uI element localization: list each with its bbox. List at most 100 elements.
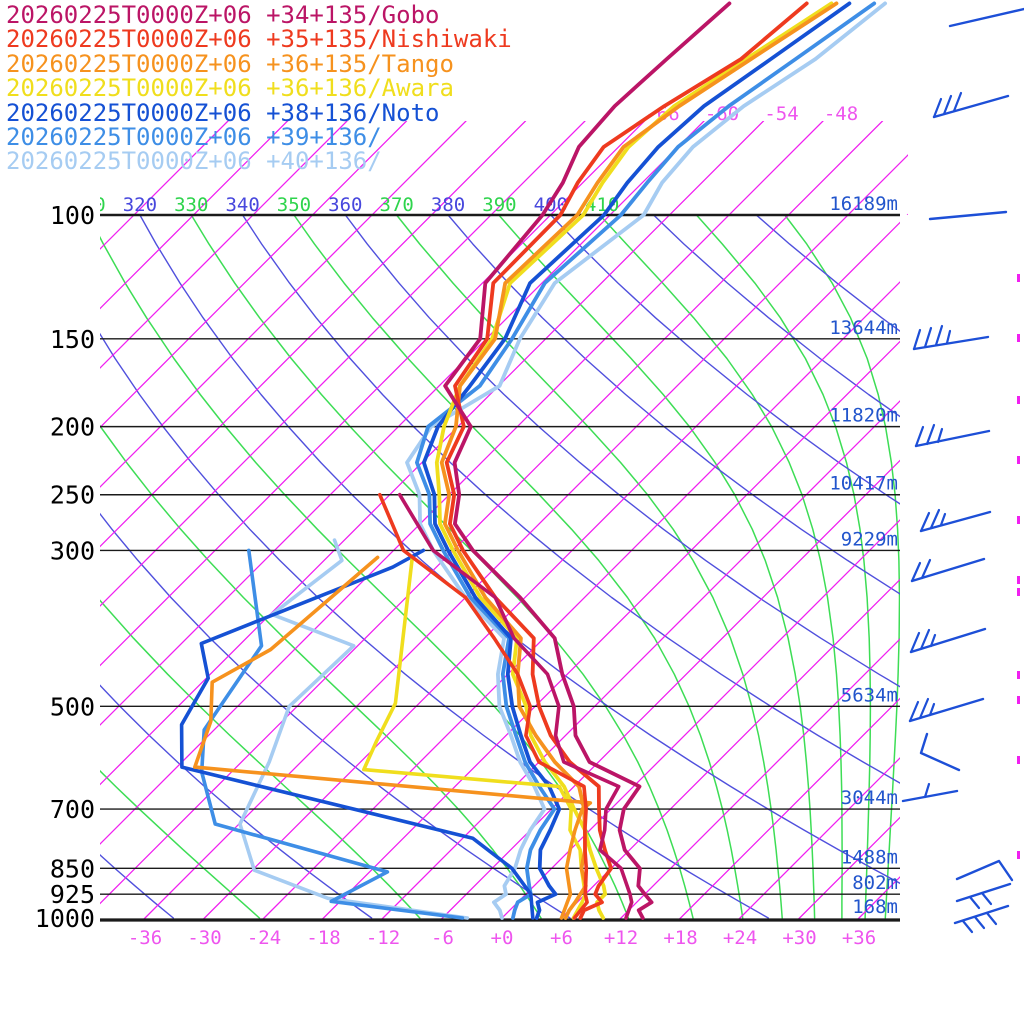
- isotherm-label-bottom-18: +18: [663, 927, 697, 949]
- theta-label-310: 310: [71, 194, 105, 216]
- pressure-label-1000: 1000: [35, 904, 95, 933]
- height-label-1000: 168m: [852, 896, 898, 918]
- wind-barb-staff: [948, 7, 1024, 28]
- wind-barb-staff: [953, 904, 1010, 925]
- isotherm-0: [500, 121, 908, 920]
- temperature-curve-36-136-awara: [434, 1, 834, 920]
- dewpoint-curve-40-136: [238, 538, 470, 920]
- isotherm-label-bottom--30: -30: [187, 927, 221, 949]
- isotherm-label-bottom--6: -6: [431, 927, 454, 949]
- wind-barb: [928, 210, 1008, 221]
- pressure-label-500: 500: [50, 692, 95, 721]
- edge-tick: [1017, 671, 1020, 679]
- moist-adiabat-250: [100, 214, 261, 919]
- legend: 20260225T0000Z+06 +34+135/Gobo 20260225T0…: [6, 3, 512, 174]
- isotherm--96: [100, 121, 348, 920]
- isotherm-18: [678, 121, 908, 920]
- wind-barb-tick: [919, 628, 931, 651]
- wind-barb-tick: [968, 895, 981, 910]
- legend-entry-34-135-gobo: 20260225T0000Z+06 +34+135/Gobo: [6, 1, 440, 29]
- wind-barb-tick: [942, 94, 953, 116]
- wind-barb-staff: [909, 627, 987, 654]
- legend-entry-36-136-awara: 20260225T0000Z+06 +36+136/Awara: [6, 74, 454, 103]
- wind-barb-staff: [928, 210, 1008, 221]
- sounding-curves: [179, 1, 887, 920]
- wind-barb-tick: [939, 512, 947, 527]
- isotherm--84: [100, 121, 467, 920]
- pressure-lines: [100, 213, 900, 922]
- wind-barb: [909, 627, 987, 654]
- wind-barb-tick: [952, 91, 963, 113]
- theta-label-370: 370: [380, 194, 414, 216]
- wind-barb-staff: [932, 94, 1010, 119]
- height-label-700: 3044m: [841, 787, 898, 809]
- isotherm-label-bottom--36: -36: [128, 927, 162, 949]
- height-label-150: 13644m: [829, 317, 898, 339]
- wind-barb: [914, 423, 991, 448]
- wind-barb-tick: [918, 697, 930, 720]
- edge-tick: [1017, 456, 1020, 464]
- isotherm-label-top--48: -48: [824, 103, 858, 125]
- wind-barb-staff: [919, 732, 961, 772]
- isotherm-label-bottom-36: +36: [842, 927, 876, 949]
- theta-labels: 310 320 330 340 350 360 370 380 390 400 410: [71, 194, 619, 216]
- dewpoint-curve-35-135-nishiwaki: [377, 492, 589, 920]
- edge-tick: [1017, 516, 1020, 524]
- wind-barb-tick: [980, 891, 993, 906]
- wind-barb-staff: [955, 859, 1014, 882]
- edge-tick: [1017, 851, 1020, 859]
- isotherm-12: [619, 121, 908, 920]
- isotherm--72: [100, 121, 586, 920]
- theta-label-360: 360: [328, 194, 362, 216]
- wind-barb-tick: [920, 558, 932, 580]
- wind-barb: [932, 91, 1010, 119]
- isotherm-24: [738, 121, 908, 920]
- isotherm--90: [100, 121, 408, 920]
- isotherm--60: [100, 121, 705, 920]
- moist-adiabat-450: [784, 214, 901, 919]
- dewpoint-curve-34-135-gobo: [397, 492, 634, 920]
- theta-label-380: 380: [431, 194, 465, 216]
- wind-barb-tick: [973, 915, 986, 930]
- pressure-label-850: 850: [50, 854, 95, 883]
- temperature-curve-38-136-noto: [421, 1, 852, 920]
- edge-tick: [1017, 576, 1020, 584]
- edge-tick: [1017, 396, 1020, 404]
- pressure-label-200: 200: [50, 413, 95, 442]
- wind-barb-staff: [901, 789, 959, 803]
- wind-barb-tick: [961, 919, 974, 934]
- wind-barb-tick: [928, 702, 936, 717]
- isotherm-label-bottom--24: -24: [247, 927, 281, 949]
- wind-barbs: [901, 7, 1024, 934]
- theta-label-350: 350: [277, 194, 311, 216]
- isotherm-label-bottom-30: +30: [782, 927, 816, 949]
- right-edge-ticks: [1017, 274, 1020, 859]
- isotherm--6: [440, 121, 908, 920]
- moist-adiabat-370: [395, 214, 783, 919]
- moist-adiabat-350: [293, 214, 744, 919]
- wind-barb: [955, 882, 1012, 910]
- isotherms: [100, 121, 908, 920]
- dewpoint-curve-38-136-noto: [179, 548, 535, 920]
- dry-adiabat-300: [100, 332, 769, 919]
- isotherm--78: [100, 121, 527, 920]
- wind-barb-tick: [923, 782, 931, 799]
- height-label-250: 10417m: [829, 473, 898, 495]
- pressure-label-925: 925: [50, 880, 95, 909]
- wind-barb-tick: [925, 423, 936, 446]
- moist-adiabats: [100, 214, 901, 919]
- legend-entry-38-136-noto: 20260225T0000Z+06 +38+136/Noto: [6, 98, 440, 127]
- wind-barb-staff: [910, 557, 986, 583]
- wind-barb-tick: [912, 328, 922, 351]
- isotherm--12: [381, 121, 908, 920]
- temperature-curve-39-136: [414, 1, 877, 920]
- dewpoint-curve-39-136: [199, 548, 465, 920]
- dry-adiabat-260: [100, 684, 373, 919]
- wind-barb-tick: [914, 425, 925, 448]
- moist-adiabat-310: [100, 214, 630, 919]
- isotherm-label-bottom-6: +6: [550, 927, 573, 949]
- wind-barb-tick: [910, 561, 922, 583]
- wind-barb-tick: [936, 427, 944, 444]
